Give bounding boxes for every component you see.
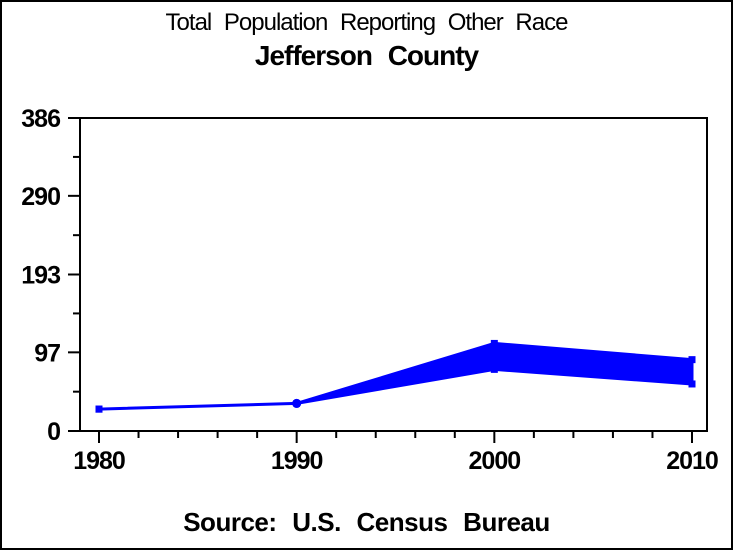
y-axis-tick-label: 0 [47,418,60,446]
y-axis-tick-label: 290 [21,183,60,211]
data-band [98,341,694,411]
chart-title: Total Population Reporting Other Race [165,9,569,36]
x-axis-tick-label: 2010 [666,447,718,475]
data-point-marker [490,339,498,347]
y-axis-tick-label: 193 [21,262,60,290]
x-axis-tick-label: 1980 [73,447,125,475]
data-point-marker [292,398,302,408]
y-axis-tick-label: 97 [34,339,60,367]
x-axis-tick-label: 1990 [271,447,323,475]
data-point-marker [95,405,103,413]
y-axis-tick-label: 386 [21,105,60,133]
x-axis-tick-label: 2000 [469,447,521,475]
chart-subtitle: Jefferson County [254,40,479,71]
source-note: Source: U.S. Census Bureau [183,507,550,537]
data-point-marker [688,380,696,388]
data-point-marker [490,365,498,373]
data-point-marker [688,356,696,364]
